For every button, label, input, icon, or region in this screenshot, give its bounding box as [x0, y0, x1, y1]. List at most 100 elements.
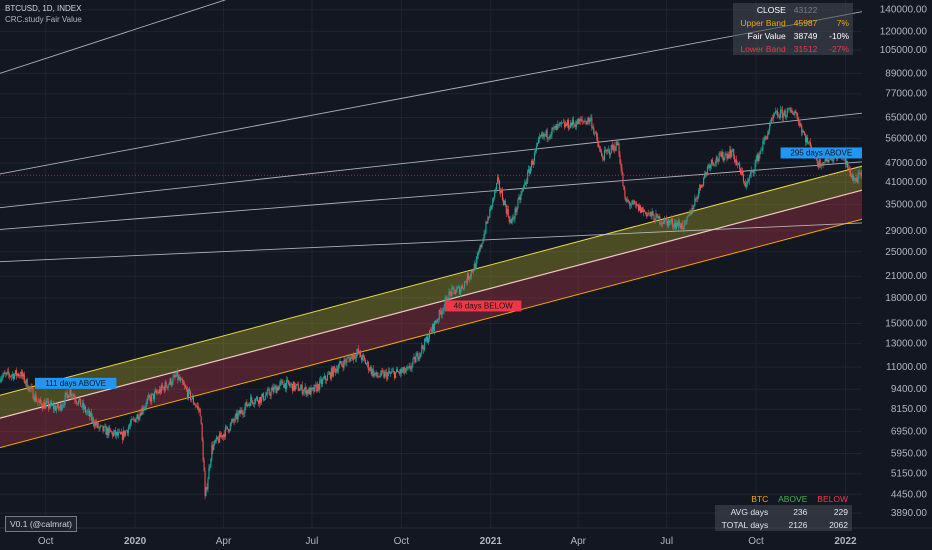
- candle-body: [146, 400, 148, 407]
- candle-body: [586, 121, 588, 125]
- total-days-label: TOTAL days: [715, 518, 773, 531]
- candle-body: [418, 358, 420, 360]
- candle-body: [502, 199, 504, 205]
- total-days-below: 2062: [811, 518, 852, 531]
- candle-body: [289, 383, 291, 386]
- fair-value-value: 38749: [793, 30, 818, 41]
- candle-body: [499, 190, 502, 193]
- candle-body: [709, 164, 711, 168]
- candle-body: [297, 384, 299, 391]
- candle-body: [130, 419, 132, 424]
- candle-body: [141, 407, 143, 416]
- price-tick-label: 29000.00: [885, 226, 927, 237]
- candle-body: [109, 427, 111, 430]
- candle-body: [132, 418, 134, 420]
- time-axis[interactable]: Oct 2020 Apr Jul Oct 2021 Apr Jul Oct 2022: [0, 527, 932, 550]
- candle-body: [801, 125, 803, 133]
- candle-body: [180, 379, 182, 381]
- candle-body: [478, 251, 480, 253]
- candle-body: [462, 286, 464, 289]
- candle-body: [693, 205, 695, 210]
- candle-body: [730, 149, 732, 157]
- candle-body: [848, 168, 850, 169]
- candle-body: [700, 184, 702, 188]
- candle-body: [766, 137, 768, 139]
- candle-body: [735, 159, 737, 163]
- candle-body: [33, 398, 35, 401]
- candle-body: [729, 149, 731, 158]
- price-tick-label: 140000.00: [880, 5, 928, 16]
- candle-body: [285, 383, 287, 390]
- candle-body: [182, 379, 184, 383]
- candle-body: [854, 178, 856, 181]
- candle-body: [18, 375, 20, 377]
- price-tick-label: 6950.00: [891, 427, 928, 438]
- candle-body: [686, 216, 688, 222]
- annotations: 111 days ABOVE 46 days BELOW 295 days ABOV…: [34, 147, 862, 389]
- candle-body: [131, 419, 133, 420]
- candle-body: [107, 428, 109, 436]
- candle-body: [49, 406, 51, 409]
- candle-body: [340, 361, 342, 365]
- candle-body: [199, 408, 201, 417]
- candle-body: [212, 445, 214, 450]
- candle-body: [494, 190, 496, 198]
- candle-body: [561, 122, 563, 124]
- price-tick-label: 18000.00: [885, 293, 927, 304]
- candle-body: [129, 423, 131, 427]
- time-tick-label: Oct: [748, 536, 764, 547]
- candle-body: [358, 349, 360, 354]
- candle-body: [783, 110, 785, 113]
- candle-body: [675, 222, 677, 229]
- candle-body: [394, 371, 396, 378]
- candle-body: [128, 426, 130, 428]
- candle-body: [311, 387, 313, 389]
- candle-body: [59, 404, 61, 409]
- candle-body: [5, 373, 7, 375]
- candle-body: [125, 430, 127, 431]
- candle-body: [622, 173, 624, 186]
- candle-body: [395, 369, 398, 373]
- candle-body: [320, 379, 322, 381]
- candle-body: [821, 163, 823, 166]
- candle-body: [616, 141, 618, 146]
- candle-body: [583, 121, 585, 123]
- candle-body: [335, 368, 337, 373]
- study-title[interactable]: CRC.study Fair Value: [5, 15, 82, 24]
- candle-body: [70, 389, 72, 396]
- candle-body: [612, 145, 614, 150]
- candle-body: [445, 297, 447, 299]
- candle-body: [192, 397, 194, 404]
- candle-body: [60, 404, 62, 410]
- candle-body: [6, 372, 8, 374]
- candle-body: [647, 213, 649, 215]
- candle-body: [799, 123, 801, 126]
- candle-body: [567, 120, 570, 129]
- candle-body: [671, 219, 674, 226]
- avg-days-below: 229: [811, 505, 852, 518]
- candle-body: [385, 371, 387, 373]
- candle-body: [382, 371, 384, 373]
- symbol-title[interactable]: BTCUSD, 1D, INDEX: [5, 4, 82, 13]
- candle-body: [243, 413, 245, 415]
- candle-body: [849, 168, 851, 176]
- stats-header-above: ABOVE: [778, 493, 808, 504]
- candle-body: [253, 403, 255, 405]
- candle-body: [189, 391, 192, 401]
- candle-body: [144, 407, 146, 410]
- candle-body: [684, 221, 686, 222]
- candle-body: [756, 154, 758, 160]
- price-axis[interactable]: 140000.00 120000.00 105000.00 89000.00 77000…: [862, 0, 932, 550]
- candle-body: [566, 123, 568, 126]
- candle-body: [722, 151, 724, 161]
- candle-body: [240, 410, 242, 414]
- candle-body: [336, 368, 338, 372]
- candle-body: [739, 168, 742, 175]
- candle-body: [9, 374, 11, 377]
- candle-body: [565, 123, 567, 128]
- candle-body: [168, 383, 170, 385]
- candle-body: [225, 426, 227, 428]
- candle-body: [117, 431, 119, 436]
